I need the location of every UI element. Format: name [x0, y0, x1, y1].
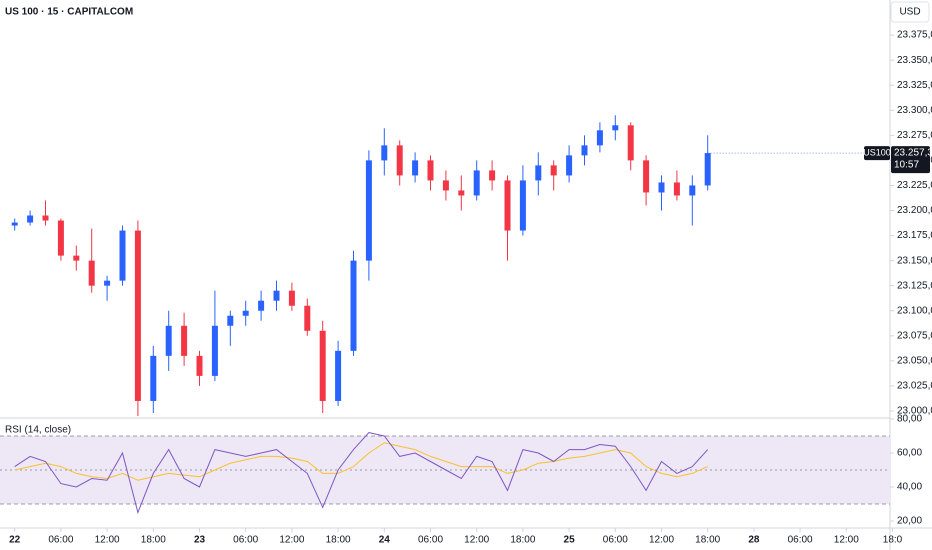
y-tick-label: 23.125,0: [897, 280, 932, 291]
symbol-label: US100: [863, 147, 891, 157]
x-tick-label: 06:00: [603, 535, 628, 546]
candle-body: [73, 255, 80, 261]
x-tick-label: 06:00: [788, 535, 813, 546]
y-tick-label: 23.075,0: [897, 330, 932, 341]
currency[interactable]: USD: [899, 7, 920, 18]
candle-body: [134, 230, 141, 401]
candle-body: [535, 165, 542, 181]
rsi-line: [14, 432, 709, 515]
x-tick-label: 12:00: [464, 535, 489, 546]
candle-body: [566, 155, 573, 176]
candle-body: [57, 220, 64, 256]
y-tick-label: 23.375,0: [897, 30, 932, 41]
y-tick-label: 60,00: [897, 448, 922, 459]
candle-body: [273, 290, 280, 301]
x-tick-label: 06:00: [233, 535, 258, 546]
candle-body: [258, 300, 265, 311]
y-tick-label: 23.100,0: [897, 305, 932, 316]
x-tick-label: 06:00: [418, 535, 443, 546]
candle-body: [550, 165, 557, 176]
candle-body: [88, 260, 95, 286]
y-tick-label: 23.275,0: [897, 130, 932, 141]
candle-body: [165, 325, 172, 356]
candle-body: [612, 125, 619, 131]
candle-body: [596, 130, 603, 146]
x-tick-label: 12:00: [95, 535, 120, 546]
x-tick-label: 12:00: [279, 535, 304, 546]
x-tick-label: 18:00: [510, 535, 535, 546]
x-tick-label: 06:00: [48, 535, 73, 546]
countdown: 10:57: [894, 160, 919, 171]
x-tick-label: 24: [379, 535, 391, 546]
y-tick-label: 23.150,0: [897, 255, 932, 266]
y-tick-label: 23.350,0: [897, 55, 932, 66]
candle-body: [150, 355, 157, 401]
candle-body: [458, 190, 465, 196]
candle-body: [581, 145, 588, 156]
y-tick-label: 23.300,0: [897, 105, 932, 116]
candle-body: [196, 355, 203, 376]
candle-body: [242, 310, 249, 316]
candle-body: [27, 215, 34, 223]
x-tick-label: 12:00: [834, 535, 859, 546]
candle-body: [11, 222, 18, 226]
x-tick-label: 18:0: [883, 535, 903, 546]
last-price-label: 23.257,3: [894, 148, 932, 159]
candle-body: [673, 182, 680, 196]
candle-body: [396, 145, 403, 176]
candle-body: [304, 305, 311, 331]
x-tick-label: 18:00: [326, 535, 351, 546]
candle-body: [119, 230, 126, 281]
candle-body: [658, 182, 665, 193]
candle-body: [42, 215, 49, 221]
candle-body: [689, 185, 696, 196]
y-tick-label: 20,00: [897, 516, 922, 527]
candle-body: [227, 315, 234, 326]
candle-body: [104, 280, 111, 286]
candle-body: [211, 325, 218, 376]
price-tag: [891, 146, 930, 174]
candle-body: [381, 145, 388, 161]
candle-body: [319, 330, 326, 401]
y-tick-label: 23.200,0: [897, 205, 932, 216]
currency-box[interactable]: [890, 1, 930, 23]
candle-body: [519, 180, 526, 231]
candle-body: [704, 153, 711, 186]
candle-body: [473, 170, 480, 196]
symbol-tag: [864, 146, 890, 161]
candle-body: [643, 160, 650, 193]
rsi-line: [14, 442, 708, 481]
candle-body: [365, 160, 372, 261]
y-tick-label: 40,00: [897, 482, 922, 493]
x-tick-label: 18:00: [695, 535, 720, 546]
candle-body: [427, 160, 434, 181]
candle-body: [412, 160, 419, 176]
candle-body: [350, 260, 357, 351]
y-tick-label: 23.225,0: [897, 180, 932, 191]
y-tick-label: 23.325,0: [897, 80, 932, 91]
candle-body: [335, 350, 342, 401]
x-tick-label: 25: [564, 535, 576, 546]
candle-body: [442, 180, 449, 191]
x-tick-label: 28: [748, 535, 760, 546]
candle-body: [288, 290, 295, 306]
candle-body: [181, 325, 188, 356]
rsi-title: RSI (14, close): [5, 425, 71, 436]
y-tick-label: 23.000,0: [897, 406, 932, 417]
candle-body: [489, 170, 496, 181]
y-tick-label: 23.050,0: [897, 356, 932, 367]
x-tick-label: 23: [194, 535, 206, 546]
y-tick-label: 23.175,0: [897, 230, 932, 241]
chart-title: US 100 · 15 · CAPITALCOM: [5, 7, 133, 18]
candle-body: [504, 180, 511, 231]
y-tick-label: 23.025,0: [897, 381, 932, 392]
x-tick-label: 18:00: [141, 535, 166, 546]
candle-body: [627, 125, 634, 161]
x-tick-label: 22: [9, 535, 21, 546]
y-tick-label: 80,00: [897, 414, 922, 425]
x-tick-label: 12:00: [649, 535, 674, 546]
